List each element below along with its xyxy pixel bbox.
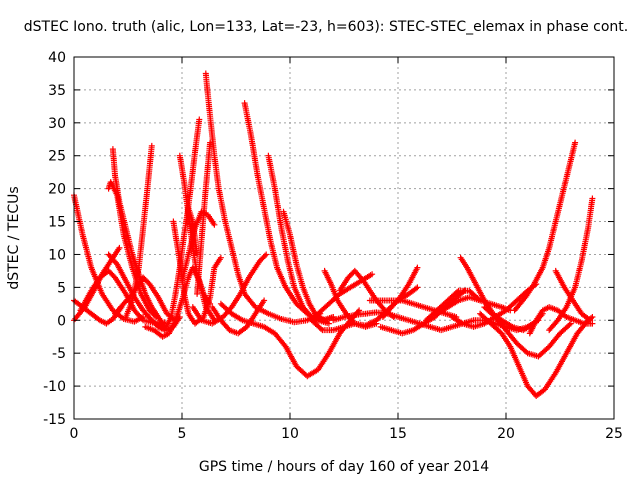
series-markers <box>546 195 596 334</box>
x-tick-label: 0 <box>70 426 79 442</box>
series-markers <box>511 139 579 314</box>
series-markers <box>122 142 155 320</box>
y-tick-label: 30 <box>48 116 66 132</box>
y-tick-label: 10 <box>48 247 66 263</box>
y-tick-label: 5 <box>57 280 66 296</box>
series-arc-22 <box>265 152 337 324</box>
y-tick-label: 15 <box>48 215 66 231</box>
series-arc-25 <box>308 317 358 334</box>
x-tick-label: 25 <box>605 426 623 442</box>
y-tick-label: 20 <box>48 182 66 198</box>
grid <box>74 57 614 419</box>
series-markers <box>315 271 376 317</box>
series-arc-9 <box>122 142 155 320</box>
series-arc-40 <box>511 139 579 314</box>
plot-frame <box>73 56 615 420</box>
series-arc-41 <box>552 267 594 324</box>
series-arc-27 <box>315 271 376 317</box>
series-markers <box>477 310 596 399</box>
series-markers <box>552 267 594 324</box>
data-series <box>71 70 596 399</box>
series-arc-33 <box>423 287 484 324</box>
y-tick-label: 0 <box>57 313 66 329</box>
series-arc-37 <box>477 310 596 399</box>
series-arc-16 <box>194 139 214 297</box>
ticks: 0 5 10 15 20 25 -15 -10 -5 0 5 10 15 20 25 30 35 40 <box>43 50 623 442</box>
x-tick-label: 10 <box>281 426 299 442</box>
series-markers <box>183 116 203 225</box>
series-markers <box>481 304 574 360</box>
series-arc-23 <box>280 208 337 324</box>
series-markers <box>423 287 484 324</box>
series-arc-6 <box>105 179 160 320</box>
series-markers <box>280 208 337 324</box>
y-tick-label: -15 <box>43 412 66 428</box>
series-arc-42 <box>546 195 596 334</box>
series-markers <box>194 139 214 297</box>
series-markers <box>105 179 160 320</box>
y-tick-label: -5 <box>52 346 66 362</box>
series-markers <box>308 317 358 334</box>
y-axis-label: dSTEC / TECUs <box>6 186 22 289</box>
series-arc-13 <box>183 116 203 225</box>
x-axis-label: GPS time / hours of day 160 of year 2014 <box>199 459 489 475</box>
x-tick-label: 20 <box>497 426 515 442</box>
y-tick-label: 35 <box>48 83 66 99</box>
y-tick-label: 40 <box>48 50 66 66</box>
x-tick-label: 15 <box>389 426 407 442</box>
series-markers <box>265 152 337 324</box>
y-tick-label: 25 <box>48 149 66 165</box>
series-arc-38 <box>481 304 574 360</box>
chart-title: dSTEC Iono. truth (alic, Lon=133, Lat=-2… <box>24 19 628 35</box>
x-tick-label: 5 <box>178 426 187 442</box>
y-tick-label: -10 <box>43 379 66 395</box>
